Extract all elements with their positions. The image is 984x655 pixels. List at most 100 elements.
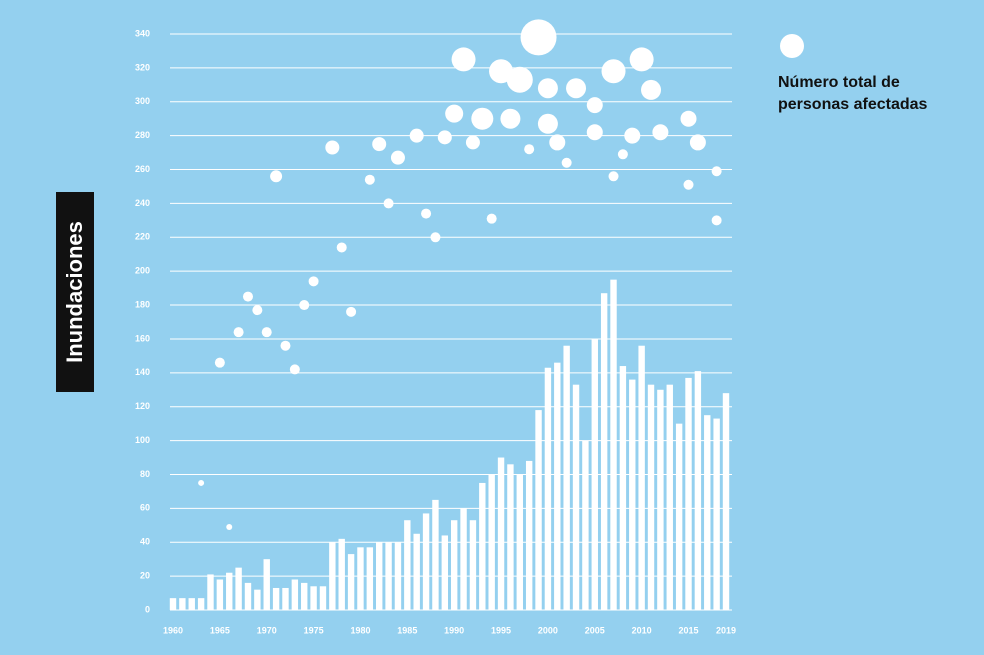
bubble (711, 215, 722, 226)
bubble (586, 97, 603, 114)
x-tick-label: 1960 (163, 625, 183, 635)
y-tick-label: 80 (140, 469, 150, 479)
bubble (629, 47, 654, 72)
y-tick-label: 320 (135, 62, 150, 72)
bar (244, 582, 252, 610)
bar (235, 567, 242, 610)
bar (535, 410, 542, 610)
bar (722, 393, 730, 610)
bar (216, 579, 224, 610)
bar (591, 338, 598, 610)
bar (226, 572, 233, 610)
bar (394, 542, 402, 610)
bar (563, 345, 570, 610)
bar (666, 384, 673, 610)
bubble (372, 137, 387, 152)
bubble (445, 104, 464, 123)
bar (385, 542, 392, 610)
bubble (451, 47, 476, 72)
bar (450, 520, 458, 610)
bubble (383, 198, 394, 209)
bubble (346, 306, 357, 317)
bubble (537, 78, 558, 99)
bubble (624, 127, 641, 144)
bubble (270, 170, 283, 183)
bubble (390, 150, 405, 165)
y-tick-label: 20 (140, 570, 150, 580)
bar (600, 293, 608, 610)
bar (469, 520, 477, 610)
x-tick-label: 1970 (257, 625, 277, 635)
y-tick-label: 180 (135, 299, 150, 309)
x-tick-label: 1990 (444, 625, 464, 635)
bubble (226, 523, 233, 530)
bubble (299, 300, 310, 311)
x-tick-label: 2000 (538, 625, 558, 635)
bar (657, 389, 664, 610)
x-tick-label: 1985 (397, 625, 417, 635)
bar (516, 474, 523, 610)
bar (179, 598, 186, 610)
bubble (601, 59, 626, 84)
bubble (641, 79, 662, 100)
bar (188, 598, 195, 610)
bar (488, 474, 495, 610)
y-tick-label: 220 (135, 232, 150, 242)
bubble (617, 149, 628, 160)
bubble (325, 140, 340, 155)
bubble (711, 166, 722, 177)
bubble (524, 144, 535, 155)
x-tick-label: 1980 (350, 625, 370, 635)
bar (310, 586, 317, 610)
bar (685, 377, 692, 610)
bar (319, 586, 327, 610)
y-axis-label: Inundaciones (62, 221, 87, 363)
bubble (242, 291, 253, 302)
bar (610, 279, 617, 610)
bar (554, 362, 561, 610)
y-tick-label: 340 (135, 28, 150, 38)
bubble (437, 130, 452, 145)
bar (282, 587, 289, 610)
x-tick-label: 2005 (585, 625, 605, 635)
bubble (409, 128, 424, 143)
bubble (261, 327, 272, 338)
bar (329, 542, 336, 610)
bubble (364, 174, 375, 185)
x-tick-label: 1975 (304, 625, 324, 635)
bubble (500, 108, 521, 129)
bar (572, 384, 580, 610)
bar (694, 371, 702, 610)
legend-label: Número total de personas afectadas (778, 74, 928, 113)
legend-bubble (780, 34, 804, 58)
bubble (430, 232, 441, 243)
y-tick-label: 140 (135, 367, 150, 377)
bubble (336, 242, 347, 253)
bar (713, 418, 720, 610)
bar (376, 542, 383, 610)
bubble (683, 179, 694, 190)
bubble (421, 208, 432, 219)
bar (422, 513, 430, 610)
y-tick-label: 100 (135, 435, 150, 445)
bubble (680, 110, 697, 127)
bubble (586, 124, 603, 141)
bar (497, 457, 505, 610)
bar (619, 366, 627, 610)
bar (460, 508, 467, 610)
bubble (252, 305, 263, 316)
y-axis-label-box: Inundaciones (56, 192, 94, 392)
bubble (689, 134, 706, 151)
y-tick-label: 200 (135, 266, 150, 276)
bubble (506, 66, 533, 93)
bubble (280, 340, 291, 351)
bubble (471, 107, 494, 130)
bar (197, 598, 205, 610)
y-tick-label: 240 (135, 198, 150, 208)
x-tick-label: 2015 (678, 625, 698, 635)
bar (291, 579, 299, 610)
bar (404, 520, 411, 610)
x-tick-label: 1965 (210, 625, 230, 635)
bubble (537, 113, 558, 134)
